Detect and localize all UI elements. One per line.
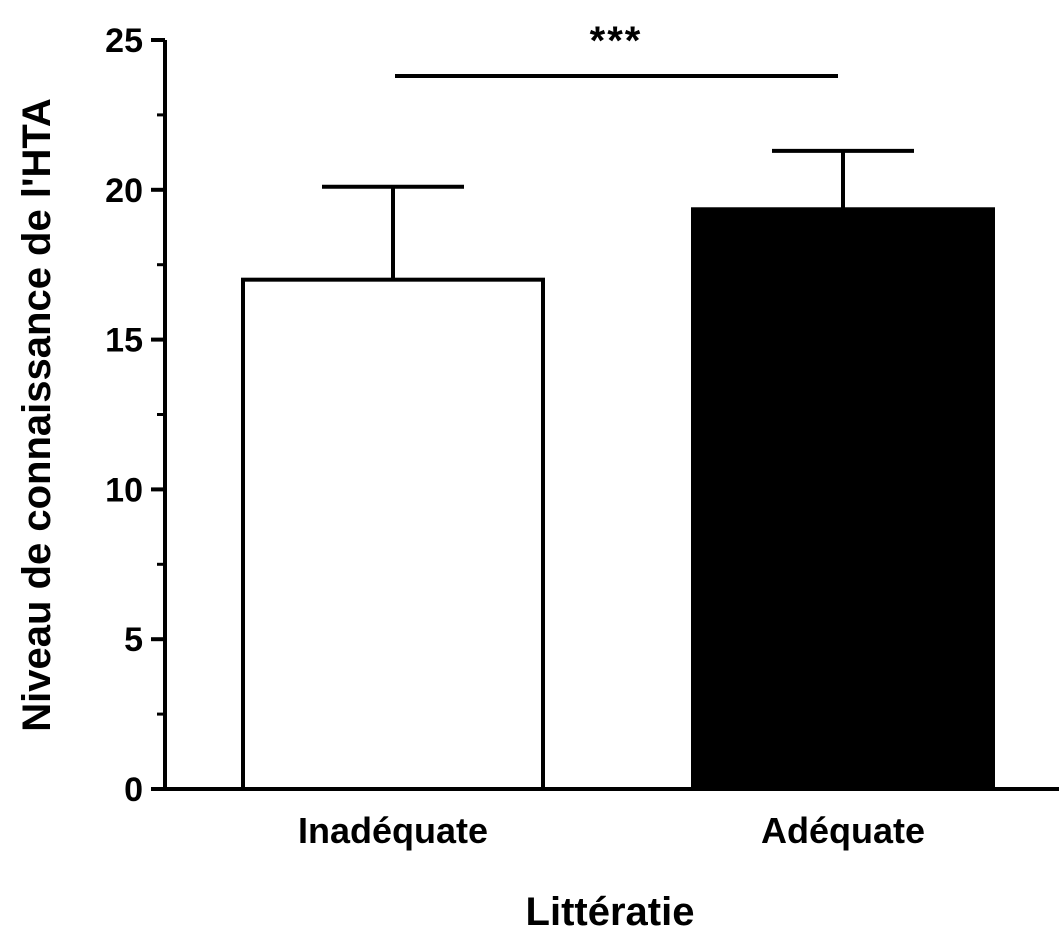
y-axis: 0 5 10 15 20 25 xyxy=(105,22,167,809)
y-tick-label: 10 xyxy=(105,471,143,509)
x-axis-title: Littératie xyxy=(526,890,695,934)
error-bars xyxy=(322,148,914,280)
x-tick-labels: Inadéquate Adéquate xyxy=(298,810,925,851)
y-tick-label: 5 xyxy=(124,621,143,659)
y-tick-label: 0 xyxy=(124,771,143,809)
y-axis-title: Niveau de connaissance de l'HTA xyxy=(15,98,59,731)
significance-annotation: *** xyxy=(395,19,838,78)
x-tick-label: Adéquate xyxy=(761,810,925,851)
x-tick-label: Inadéquate xyxy=(298,810,488,851)
y-tick-label: 25 xyxy=(105,22,143,60)
bar-adequate xyxy=(691,207,995,792)
bars xyxy=(241,207,995,792)
y-ticks: 0 5 10 15 20 25 xyxy=(105,22,165,809)
significance-label: *** xyxy=(590,19,643,63)
bar-inadequate xyxy=(241,277,545,791)
y-tick-label: 20 xyxy=(105,172,143,210)
y-tick-label: 15 xyxy=(105,322,143,360)
